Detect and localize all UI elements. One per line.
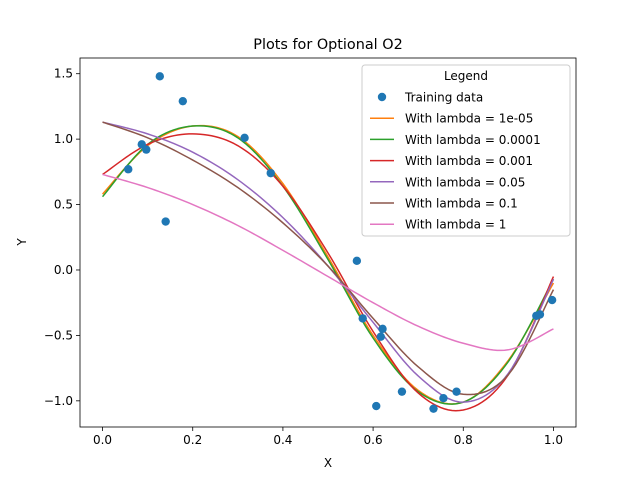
training-data-point <box>439 394 448 403</box>
legend-label-training-data: Training data <box>404 91 483 105</box>
series-layer <box>101 121 555 412</box>
legend-title: Legend <box>444 69 488 83</box>
training-data-point <box>352 256 362 266</box>
training-data-point <box>372 401 381 411</box>
chart-title: Plots for Optional O2 <box>253 37 402 53</box>
training-data-point <box>452 387 461 396</box>
x-tick-label: 0.8 <box>454 433 473 447</box>
y-tick-label: −0.5 <box>44 328 73 342</box>
legend-box <box>361 64 571 237</box>
legend-label-with-lambda-0-001: With lambda = 0.001 <box>405 154 533 168</box>
legend-label-with-lambda-1: With lambda = 1 <box>405 218 506 232</box>
series-line-with-lambda-1 <box>102 173 554 352</box>
x-tick-label: 0.4 <box>273 433 292 447</box>
legend-items: Training data With lambda = 1e-05 With lam… <box>370 91 541 232</box>
training-data-point <box>266 168 275 178</box>
x-axis-label: X <box>324 456 332 470</box>
legend-label-with-lambda-1e-05: With lambda = 1e-05 <box>405 112 533 126</box>
x-tick-label: 0.6 <box>364 433 383 447</box>
training-data-point <box>547 295 557 305</box>
y-tick-label: 1.0 <box>54 132 73 146</box>
y-axis-ticks: −1.0 −0.5 0.0 0.5 1.0 1.5 <box>44 67 80 408</box>
training-data-point <box>358 314 367 323</box>
training-data-point <box>124 165 133 174</box>
legend-label-with-lambda-0-05: With lambda = 0.05 <box>405 175 525 189</box>
x-axis-ticks: 0.0 0.2 0.4 0.6 0.8 1.0 <box>93 427 563 447</box>
legend-label-with-lambda-0-1: With lambda = 0.1 <box>405 197 518 211</box>
y-axis-label: Y <box>15 238 29 247</box>
training-data-point <box>240 133 249 143</box>
training-data-point <box>535 310 545 319</box>
axes-frame <box>79 57 577 428</box>
y-tick-label: −1.0 <box>44 394 73 408</box>
training-data-point <box>155 72 165 81</box>
x-tick-label: 1.0 <box>544 433 563 447</box>
training-data-point <box>161 217 170 226</box>
y-tick-label: 0.0 <box>54 263 73 277</box>
legend-label-with-lambda-0-0001: With lambda = 0.0001 <box>405 133 541 147</box>
training-data-point <box>397 387 407 396</box>
legend-swatch-training-data <box>377 92 387 102</box>
legend: Legend Training data With lambda = 1e-05 W… <box>361 64 571 237</box>
scatter-layer <box>124 72 557 413</box>
y-tick-label: 0.5 <box>54 198 73 212</box>
training-data-point <box>378 324 387 334</box>
training-data-point <box>142 145 151 154</box>
y-tick-label: 1.5 <box>54 67 73 81</box>
training-data-point <box>376 332 385 341</box>
series-line-with-lambda-0-1 <box>102 121 555 396</box>
x-tick-label: 0.0 <box>93 433 112 447</box>
x-tick-label: 0.2 <box>183 433 202 447</box>
training-data-point <box>178 96 188 106</box>
training-data-point <box>429 404 438 413</box>
series-line-with-lambda-0-001 <box>102 133 555 412</box>
